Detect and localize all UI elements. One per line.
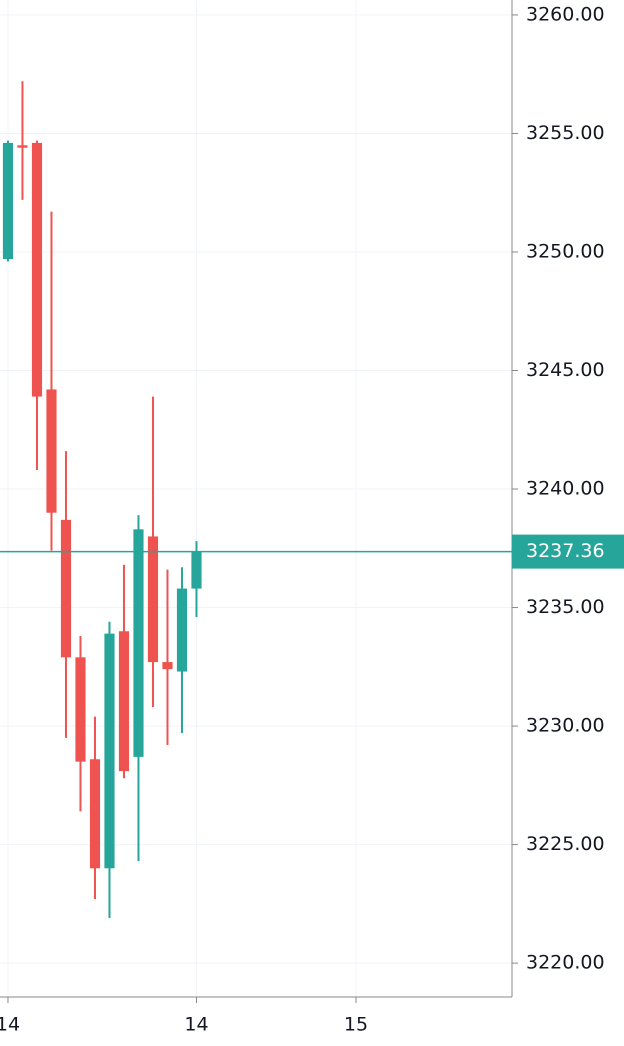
- candle-body: [31, 142, 43, 397]
- x-tick-label: 14: [184, 1014, 208, 1036]
- last-price-badge: [512, 534, 624, 569]
- y-tick-label: 3250.00: [526, 240, 605, 262]
- candle-body: [191, 551, 202, 589]
- y-tick-label: 3240.00: [526, 478, 605, 500]
- candle-body: [162, 662, 173, 670]
- candle-body: [118, 631, 130, 772]
- y-tick-label: 3220.00: [526, 952, 605, 974]
- y-tick-label: 3260.00: [526, 3, 605, 25]
- y-tick-label: 3245.00: [526, 359, 605, 381]
- y-tick-label: 3225.00: [526, 833, 605, 855]
- candle-body: [60, 519, 72, 658]
- candle-body: [176, 588, 188, 672]
- candle-body: [2, 142, 14, 260]
- candle-body: [75, 657, 86, 762]
- last-price-label: 3237.36: [526, 540, 605, 562]
- y-tick-label: 3235.00: [526, 596, 605, 618]
- candle-body: [147, 536, 159, 663]
- candle-body: [89, 759, 101, 869]
- x-tick-label: 14: [0, 1014, 20, 1036]
- candle-body: [46, 389, 57, 513]
- y-tick-label: 3230.00: [526, 715, 605, 737]
- candle-body: [104, 633, 115, 869]
- candle-body: [17, 145, 28, 148]
- x-tick-label: 15: [344, 1014, 368, 1036]
- y-tick-label: 3255.00: [526, 122, 605, 144]
- candle-body: [133, 529, 144, 757]
